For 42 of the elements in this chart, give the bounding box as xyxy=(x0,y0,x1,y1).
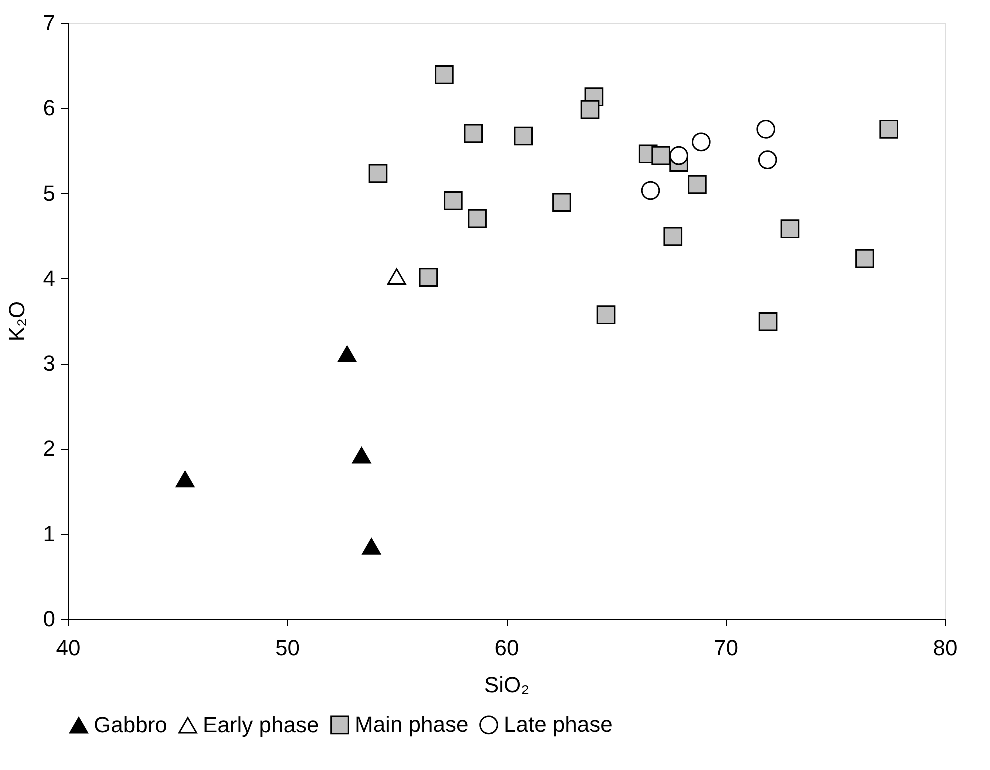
point xyxy=(368,164,388,184)
y-tick-label: 2 xyxy=(43,436,56,462)
x-tick-label: 70 xyxy=(714,636,738,660)
point xyxy=(580,100,600,120)
point xyxy=(664,227,683,246)
point xyxy=(552,193,572,212)
y-tick-label: 5 xyxy=(43,180,56,206)
legend-label: Main phase xyxy=(355,712,469,738)
point xyxy=(352,447,372,464)
point xyxy=(780,220,800,238)
point xyxy=(362,538,382,555)
point xyxy=(419,268,438,287)
y-axis-title: K₂O xyxy=(4,301,30,342)
legend-label: Late phase xyxy=(504,712,613,738)
point xyxy=(652,146,670,166)
point xyxy=(670,146,688,166)
y-tick-label: 4 xyxy=(43,266,56,291)
y-tick-label: 6 xyxy=(43,96,56,121)
legend-label: Gabbro xyxy=(94,712,168,738)
x-tick-label: 50 xyxy=(276,636,300,660)
y-tick-label: 3 xyxy=(43,351,56,376)
point xyxy=(514,126,534,146)
point xyxy=(880,120,898,139)
x-tick-label: 40 xyxy=(56,636,81,660)
point xyxy=(856,249,874,268)
x-axis-title: SiO₂ xyxy=(484,672,530,698)
x-tick-label: 60 xyxy=(494,636,520,660)
point xyxy=(435,66,454,84)
y-tick-label: 0 xyxy=(43,606,56,632)
legend-label: Early phase xyxy=(203,712,320,738)
y-tick-label: 1 xyxy=(43,521,56,546)
point xyxy=(758,312,778,332)
point xyxy=(444,192,463,210)
point xyxy=(468,209,487,228)
y-tick-label: 7 xyxy=(43,10,56,36)
point xyxy=(387,268,406,285)
point xyxy=(338,346,357,362)
point xyxy=(176,471,195,488)
x-tick-label: 80 xyxy=(933,636,958,660)
point xyxy=(464,124,484,144)
point xyxy=(688,175,707,194)
point xyxy=(596,306,616,324)
